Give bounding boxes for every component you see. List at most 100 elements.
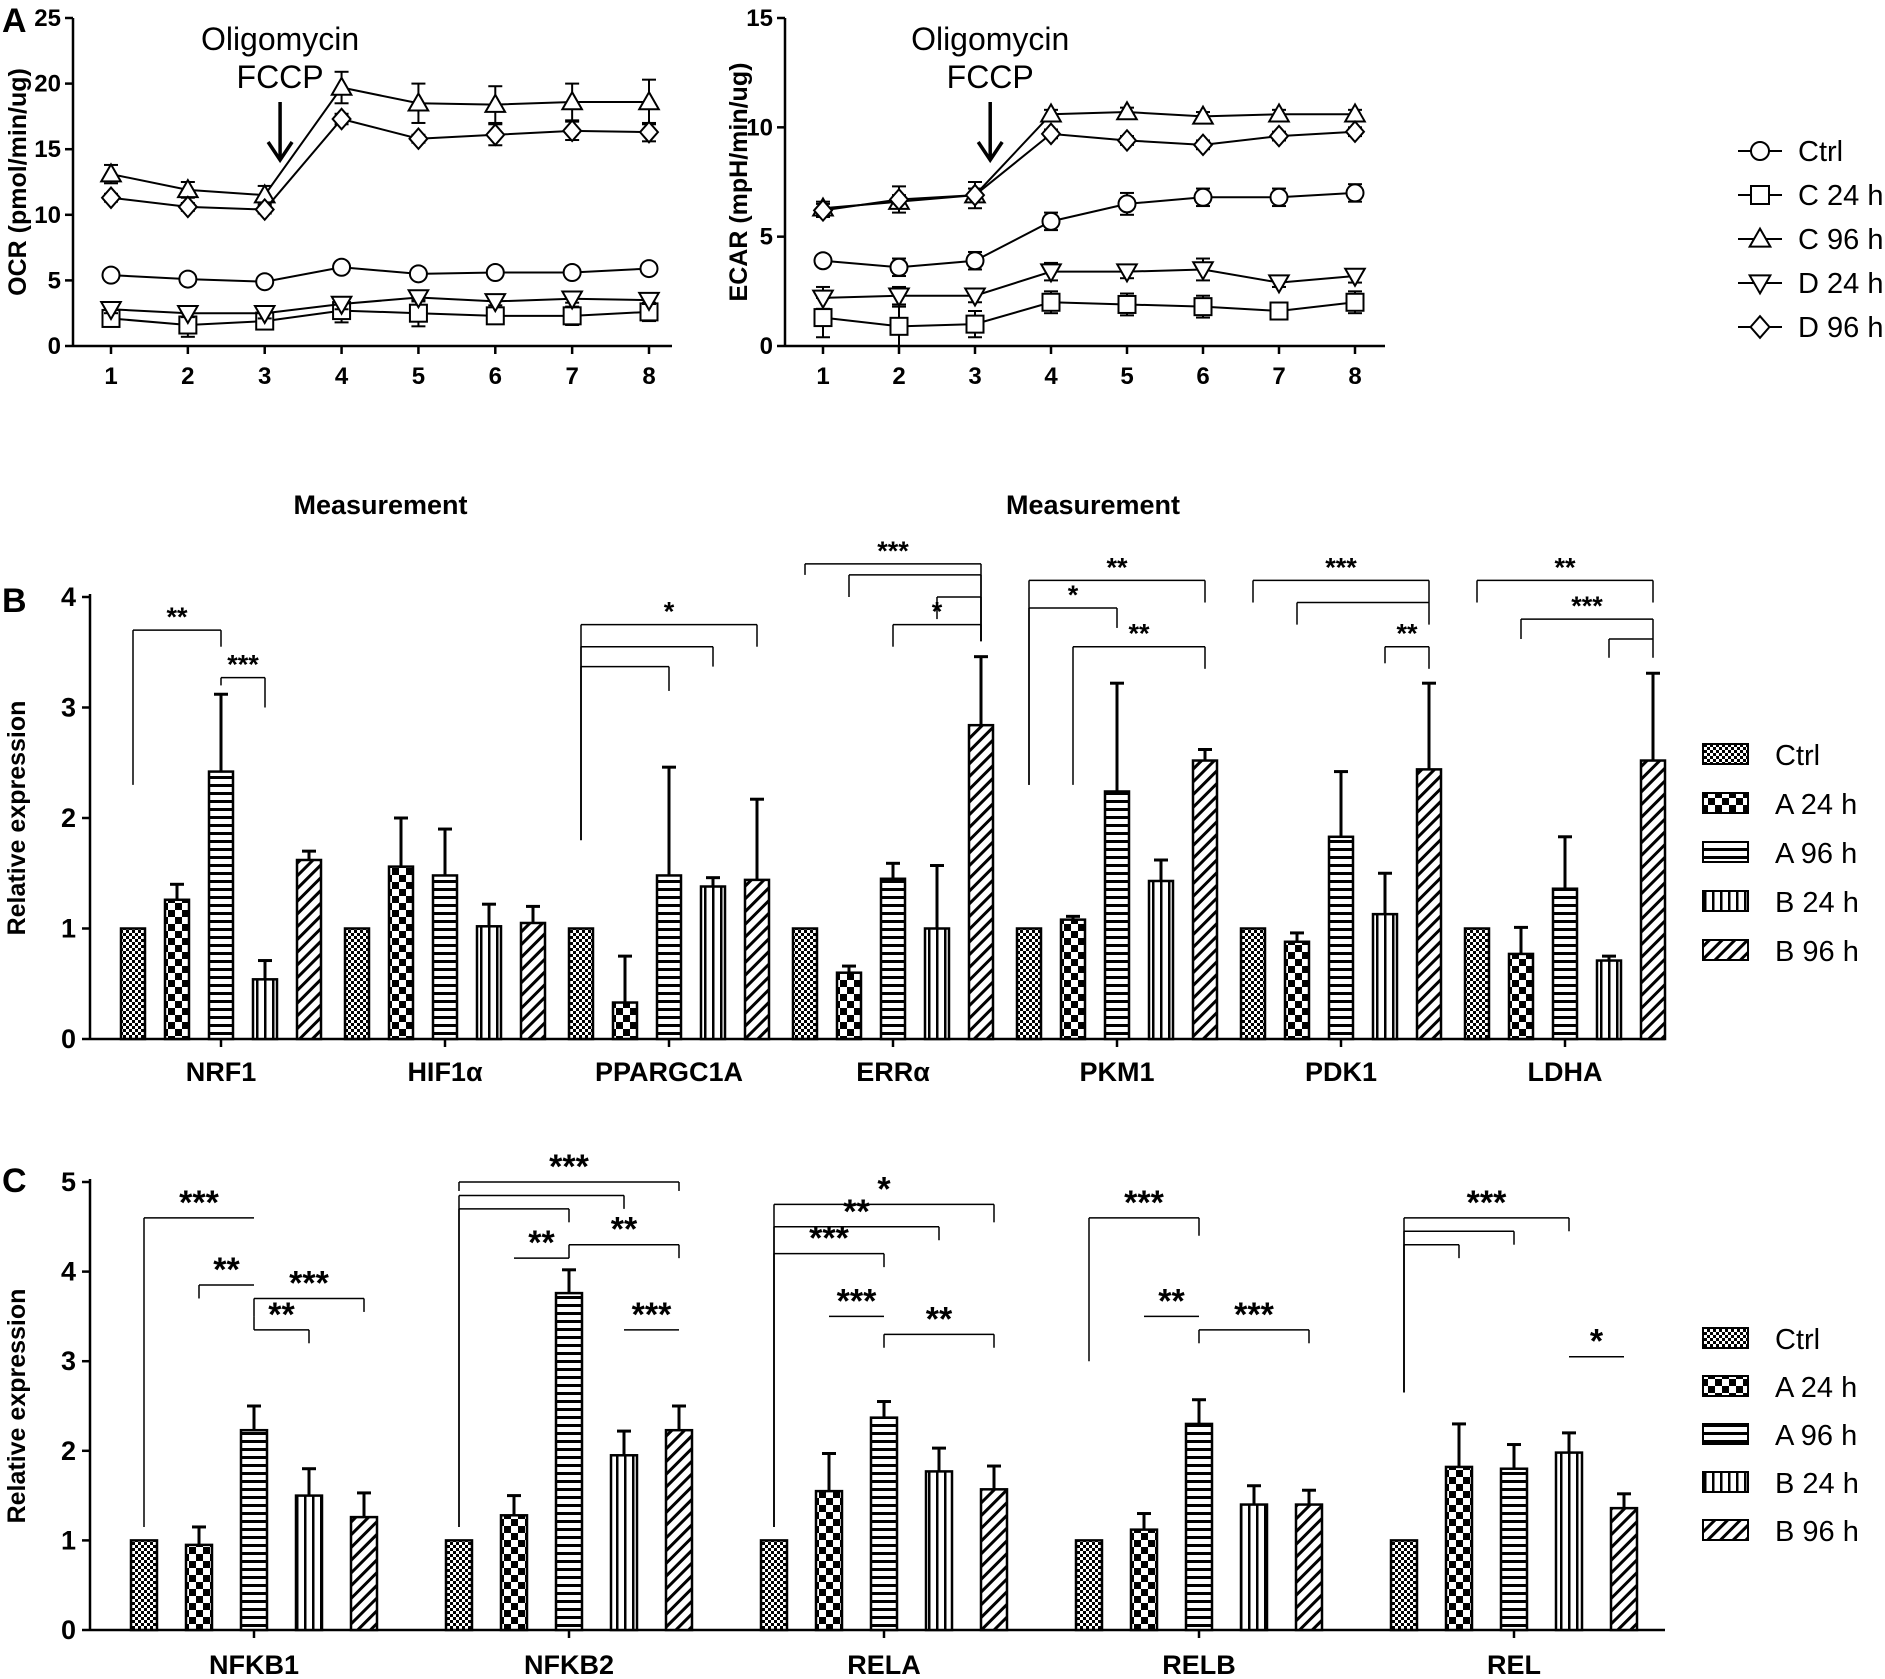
significance-label: ** [1396,619,1418,649]
series-line-ctrl [822,191,1356,269]
data-point-d-96-h [964,183,986,207]
significance-brackets: ************************* [132,536,1654,841]
bar-pkm1-ctrl [1015,927,1043,1041]
y-tick-label: 0 [61,1615,76,1645]
bar-rel-a-96-h [1499,1467,1529,1632]
bar-nfkb2-b-24-h [609,1454,639,1632]
series-c-96-h [99,70,661,206]
series-c-24-h [101,297,659,338]
bar-nrf1-a-96-h [207,770,235,1041]
annotation-text: Oligomycin [911,21,1069,57]
significance-bracket: *** [458,1148,680,1191]
series-ctrl [101,257,659,292]
legend-swatch [1702,1327,1749,1349]
bar-ppargc1a-ctrl [567,927,595,1041]
data-point-c-96-h [1115,100,1139,121]
x-tick-label: 8 [1348,363,1361,390]
bar-ldha-a-24-h [1507,952,1535,1041]
legend-item-b-24-h: B 24 h [1702,1468,1859,1500]
data-point-c-96-h [637,90,661,111]
significance-bracket: *** [1088,1184,1200,1362]
data-point-d-96-h [1344,119,1366,144]
bar-pdk1-a-96-h [1327,835,1355,1041]
significance-label: *** [632,1296,672,1334]
legend-label: D 24 h [1798,268,1883,300]
series-line-c-96-h [110,86,649,197]
data-point-c-96-h [1191,104,1215,125]
significance-bracket: ** [773,1193,940,1527]
bar-nfkb1-a-96-h [239,1428,269,1632]
category-label-ppargc1a: PPARGC1A [595,1057,743,1087]
bar-pkm1-a-24-h [1059,918,1087,1041]
bar-nrf1-b-96-h [295,858,323,1041]
significance-bracket: ** [1476,552,1654,603]
x-tick-label: 5 [412,363,425,390]
bar-nfkb1-a-24-h [184,1543,214,1632]
data-point-d-24-h [637,291,661,312]
bar-nfkb1-ctrl [129,1539,159,1632]
data-point-ctrl [1345,183,1365,203]
bar-relb-b-96-h [1294,1503,1324,1632]
significance-label: ** [1128,619,1150,649]
significance-bracket: *** [624,1296,679,1334]
data-point-d-96-h [485,123,506,147]
legend-label: B 96 h [1775,1516,1859,1548]
data-point-c-96-h [483,92,507,113]
data-point-ctrl [1193,187,1213,207]
bar-pkm1-b-24-h [1147,879,1175,1041]
significance-bracket: *** [143,1184,254,1527]
data-point-d-24-h [99,301,123,322]
significance-label: *** [289,1264,329,1302]
bar-pdk1-b-24-h [1371,912,1399,1041]
legend-marker [1750,185,1770,205]
series-c-24-h [813,290,1365,347]
y-tick-label: 4 [61,582,76,612]
ecar-chart: 0 5 10 15 1 2 3 4 5 6 7 8 Measurement ECAR (mpH/min/u… [725,5,1883,520]
bar-pkm1-a-96-h [1103,790,1131,1041]
data-point-ctrl [255,272,275,292]
legend-swatch [1702,1375,1749,1397]
significance-label: * [1590,1323,1604,1361]
data-point-d-24-h [560,290,584,311]
significance-bracket [580,665,670,841]
series-line-c-24-h [822,301,1356,328]
legend-item-b-96-h: B 96 h [1702,1516,1859,1548]
data-point-c-24-h [965,314,985,334]
data-point-c-96-h [330,75,354,96]
significance-bracket: *** [1520,591,1654,639]
data-point-d-96-h [100,186,122,210]
x-axis-title: Measurement [1006,490,1180,520]
significance-label: *** [877,536,909,566]
significance-bracket: *** [1252,552,1430,603]
data-point-d-24-h [1039,263,1063,284]
y-axis-title: ECAR (mpH/min/ug) [725,63,753,302]
y-tick-label: 10 [746,114,773,141]
significance-bracket [936,596,982,642]
legend-label: C 24 h [1798,180,1883,212]
category-label-hif1: HIF1α [407,1057,483,1087]
bar-err-a-24-h [835,971,863,1041]
data-point-d-24-h [963,287,987,308]
significance-brackets: ***** ********** ************** ******* ****… [143,1148,1624,1527]
bar-rela-a-24-h [814,1489,844,1632]
y-tick-label: 4 [61,1257,76,1287]
category-label-err: ERRα [856,1057,930,1087]
data-point-d-24-h [1191,261,1215,282]
bar-series-a-96-h [239,1268,1529,1632]
legend-swatch [1702,1519,1749,1541]
bar-series-a-24-h [163,816,1535,1041]
x-tick-label: 6 [489,363,502,390]
data-point-d-96-h [177,195,199,219]
data-point-d-24-h [483,293,507,314]
category-label-nrf1: NRF1 [186,1057,257,1087]
bar-ldha-b-96-h [1639,759,1667,1041]
x-tick-label: 3 [968,363,981,390]
significance-label: *** [1124,1184,1164,1222]
data-point-ctrl [639,259,659,279]
data-point-d-24-h [1267,274,1291,295]
y-tick-label: 0 [61,1024,76,1054]
bar-nrf1-a-24-h [163,898,191,1041]
significance-bracket: ** [883,1300,995,1348]
y-tick-label: 5 [760,224,773,251]
significance-bracket: ** [253,1296,310,1344]
